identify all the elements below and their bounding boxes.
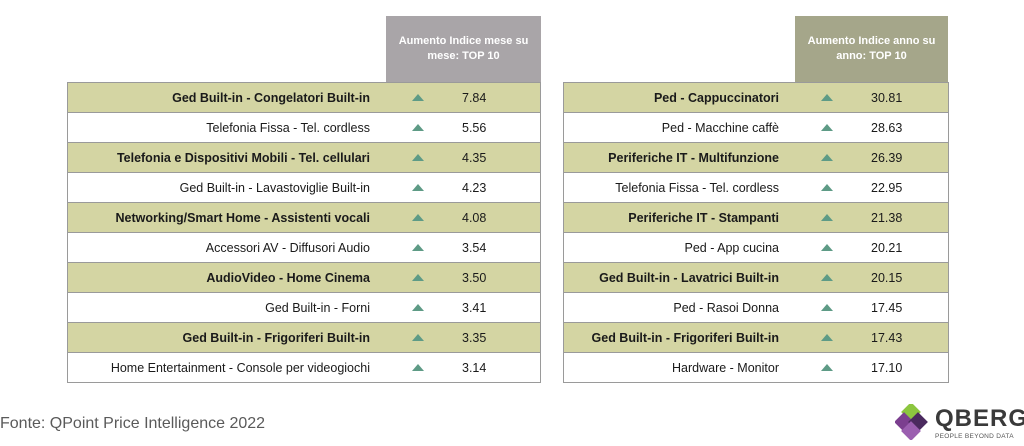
yearly-increase-table: Aumento Indice anno su anno: TOP 10 Ped … (563, 16, 949, 383)
table-row: Ged Built-in - Congelatori Built-in 7.84 (68, 83, 540, 113)
arrow-up-icon (821, 304, 833, 311)
row-label: Ged Built-in - Lavatrici Built-in (599, 270, 779, 285)
arrow-up-icon (412, 334, 424, 341)
table-row: Networking/Smart Home - Assistenti vocal… (68, 203, 540, 233)
row-value: 28.63 (871, 120, 903, 135)
arrow-up-icon (412, 184, 424, 191)
arrow-up-icon (821, 94, 833, 101)
table-row: Periferiche IT - Stampanti 21.38 (564, 203, 948, 233)
row-value: 3.54 (462, 240, 487, 255)
row-label: Telefonia e Dispositivi Mobili - Tel. ce… (116, 150, 370, 165)
table-row: Telefonia e Dispositivi Mobili - Tel. ce… (68, 143, 540, 173)
table-row: Ped - App cucina 20.21 (564, 233, 948, 263)
arrow-up-icon (821, 274, 833, 281)
table-row: AudioVideo - Home Cinema 3.50 (68, 263, 540, 293)
monthly-table-header: Aumento Indice mese su mese: TOP 10 (386, 16, 541, 82)
row-label: Ped - Cappuccinatori (653, 90, 779, 105)
row-value: 22.95 (871, 180, 903, 195)
arrow-up-icon (821, 124, 833, 131)
row-label: Periferiche IT - Multifunzione (608, 150, 779, 165)
row-label: Telefonia Fissa - Tel. cordless (615, 180, 779, 195)
table-row: Telefonia Fissa - Tel. cordless 22.95 (564, 173, 948, 203)
table-row: Ged Built-in - Forni 3.41 (68, 293, 540, 323)
arrow-up-icon (412, 274, 424, 281)
row-value: 3.35 (462, 330, 487, 345)
arrow-up-icon (412, 364, 424, 371)
row-label: Accessori AV - Diffusori Audio (205, 240, 370, 255)
arrow-up-icon (821, 214, 833, 221)
arrow-up-icon (821, 184, 833, 191)
row-value: 21.38 (871, 210, 903, 225)
row-value: 3.50 (462, 270, 487, 285)
row-value: 17.10 (871, 360, 903, 375)
row-value: 4.35 (462, 150, 487, 165)
row-value: 26.39 (871, 150, 903, 165)
row-label: Home Entertainment - Console per videogi… (110, 360, 370, 375)
source-note: Fonte: QPoint Price Intelligence 2022 (0, 415, 266, 432)
arrow-up-icon (412, 94, 424, 101)
logo-wordmark: QBERG (935, 405, 1024, 432)
table-row: Ped - Cappuccinatori 30.81 (564, 83, 948, 113)
row-label: Ged Built-in - Frigoriferi Built-in (182, 330, 370, 345)
row-label: Telefonia Fissa - Tel. cordless (206, 120, 370, 135)
row-value: 5.56 (462, 120, 487, 135)
yearly-table-header: Aumento Indice anno su anno: TOP 10 (795, 16, 948, 82)
qberg-logo-icon (894, 402, 928, 441)
arrow-up-icon (821, 334, 833, 341)
table-row: Ged Built-in - Lavastoviglie Built-in 4.2… (68, 173, 540, 203)
table-row: Hardware - Monitor 17.10 (564, 353, 948, 383)
row-value: 4.23 (462, 180, 487, 195)
row-value: 17.45 (871, 300, 903, 315)
row-label: Ged Built-in - Lavastoviglie Built-in (179, 180, 370, 195)
arrow-up-icon (821, 244, 833, 251)
row-label: Ged Built-in - Frigoriferi Built-in (591, 330, 779, 345)
row-value: 3.14 (462, 360, 487, 375)
row-value: 30.81 (871, 90, 903, 105)
qberg-logo: QBERG PEOPLE BEYOND DATA (894, 402, 1024, 442)
table-row: Ped - Rasoi Donna 17.45 (564, 293, 948, 323)
table-row: Ged Built-in - Lavatrici Built-in 20.15 (564, 263, 948, 293)
row-value: 7.84 (462, 90, 487, 105)
table-row: Ped - Macchine caffè 28.63 (564, 113, 948, 143)
row-label: Ged Built-in - Forni (265, 300, 370, 315)
row-label: Ped - App cucina (684, 240, 779, 255)
row-label: Ped - Macchine caffè (661, 120, 779, 135)
monthly-table-body: Ged Built-in - Congelatori Built-in 7.84 T… (67, 82, 541, 383)
monthly-table-header-row: Aumento Indice mese su mese: TOP 10 (67, 16, 541, 82)
arrow-up-icon (412, 124, 424, 131)
arrow-up-icon (412, 244, 424, 251)
row-label: Ged Built-in - Congelatori Built-in (172, 90, 370, 105)
row-label: Hardware - Monitor (672, 360, 779, 375)
table-row: Periferiche IT - Multifunzione 26.39 (564, 143, 948, 173)
table-row: Ged Built-in - Frigoriferi Built-in 3.35 (68, 323, 540, 353)
row-value: 17.43 (871, 330, 903, 345)
arrow-up-icon (412, 214, 424, 221)
row-value: 4.08 (462, 210, 487, 225)
arrow-up-icon (821, 154, 833, 161)
arrow-up-icon (412, 304, 424, 311)
table-row: Home Entertainment - Console per videogi… (68, 353, 540, 383)
yearly-table-header-row: Aumento Indice anno su anno: TOP 10 (563, 16, 949, 82)
row-label: Ped - Rasoi Donna (673, 300, 779, 315)
row-value: 20.21 (871, 240, 903, 255)
row-value: 3.41 (462, 300, 487, 315)
arrow-up-icon (821, 364, 833, 371)
table-row: Telefonia Fissa - Tel. cordless 5.56 (68, 113, 540, 143)
table-row: Accessori AV - Diffusori Audio 3.54 (68, 233, 540, 263)
arrow-up-icon (412, 154, 424, 161)
table-row: Ged Built-in - Frigoriferi Built-in 17.43 (564, 323, 948, 353)
row-label: Periferiche IT - Stampanti (628, 210, 779, 225)
monthly-increase-table: Aumento Indice mese su mese: TOP 10 Ged … (67, 16, 541, 383)
yearly-table-body: Ped - Cappuccinatori 30.81 Ped - Macchine … (563, 82, 949, 383)
row-value: 20.15 (871, 270, 903, 285)
logo-tagline: PEOPLE BEYOND DATA (935, 433, 1014, 440)
row-label: Networking/Smart Home - Assistenti vocal… (115, 210, 370, 225)
row-label: AudioVideo - Home Cinema (206, 270, 370, 285)
